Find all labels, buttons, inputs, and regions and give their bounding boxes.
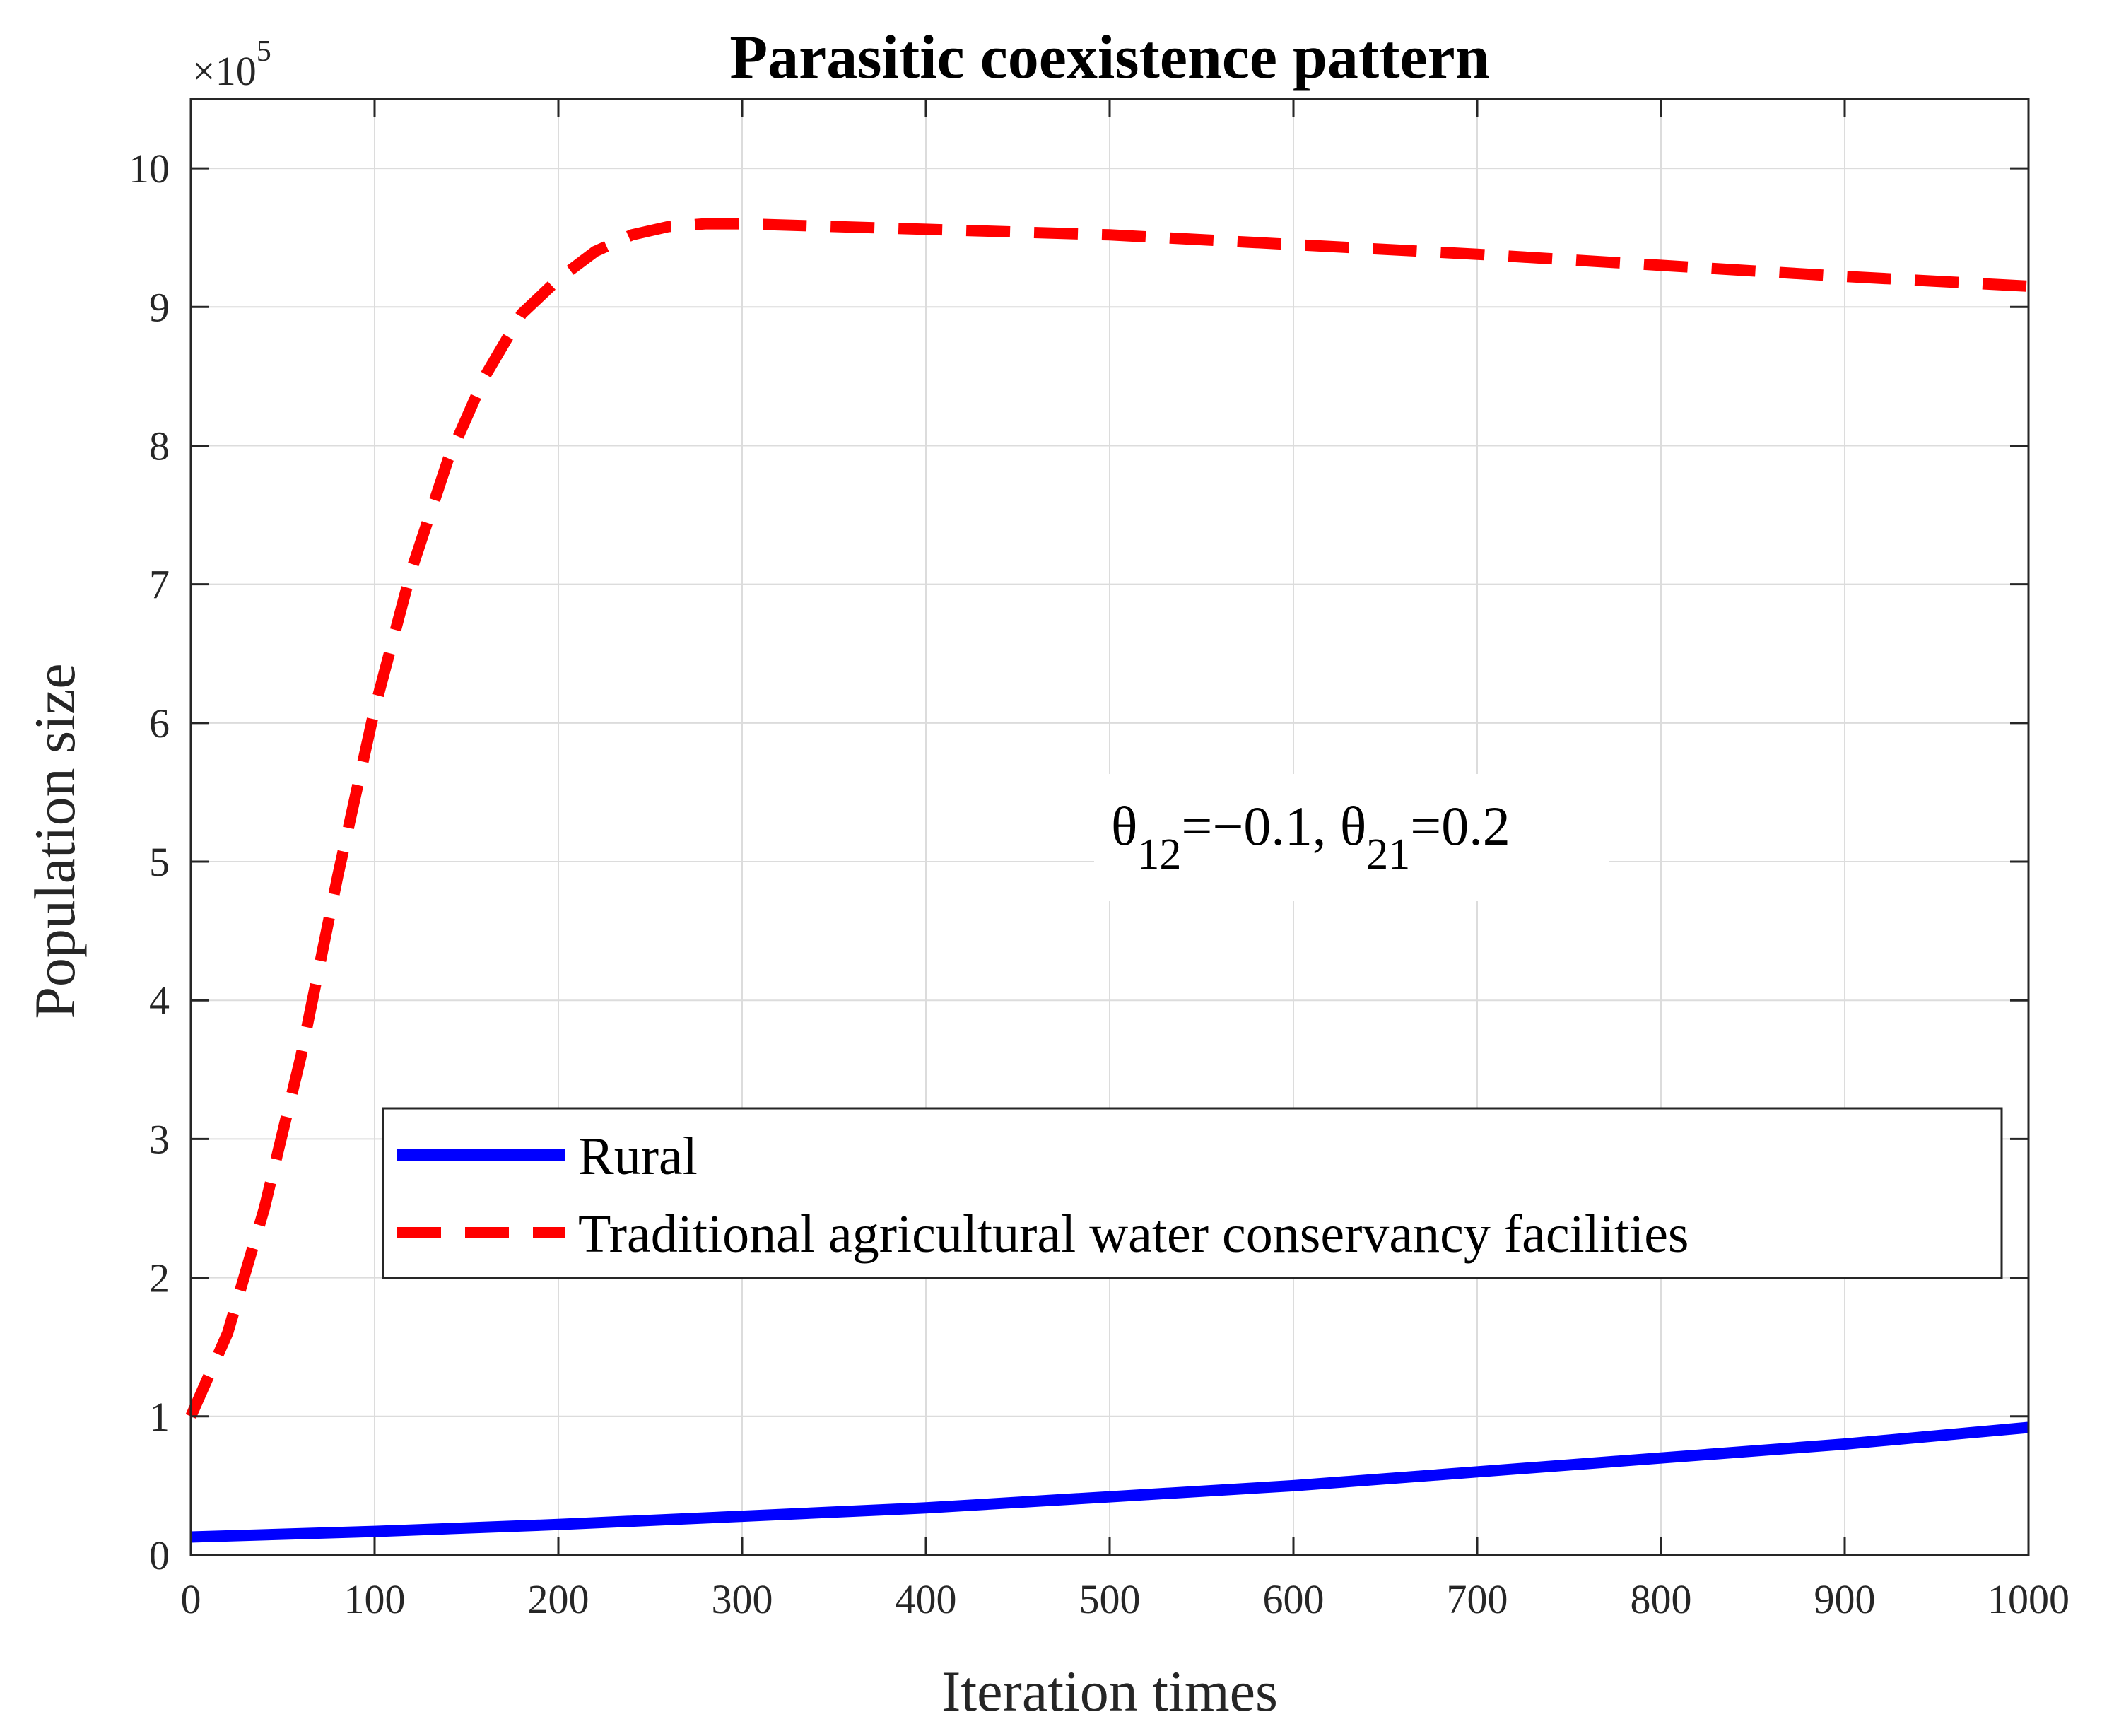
y-tick-label: 2 (149, 1255, 170, 1301)
y-tick-label: 5 (149, 839, 170, 885)
x-tick-label: 700 (1447, 1576, 1508, 1622)
x-axis-label: Iteration times (941, 1659, 1278, 1723)
y-tick-label: 7 (149, 562, 170, 608)
legend-label-rural: Rural (578, 1127, 698, 1186)
y-tick-label: 0 (149, 1532, 170, 1578)
y-tick-label: 8 (149, 423, 170, 469)
legend: Rural Traditional agricultural water con… (382, 1107, 2003, 1279)
legend-label-facilities: Traditional agricultural water conservan… (578, 1204, 1689, 1264)
y-tick-label: 9 (149, 284, 170, 330)
annotation-eq-1: =−0.1, (1181, 795, 1339, 857)
y-tick-label: 4 (149, 978, 170, 1024)
x-tick-label: 1000 (1987, 1576, 2069, 1622)
x-tick-label: 900 (1814, 1576, 1876, 1622)
series-layer (185, 218, 2029, 1543)
annotation-theta-1: θ (1111, 795, 1137, 857)
x-tick-label: 400 (896, 1576, 957, 1622)
x-tick-label: 100 (344, 1576, 406, 1622)
y-exponent: ×105 (192, 35, 271, 94)
annotation-eq-2: =0.2 (1410, 795, 1510, 857)
y-tick-label: 3 (149, 1116, 170, 1162)
y-tick-label: 1 (149, 1394, 170, 1440)
annotation-sub-1: 12 (1137, 831, 1181, 879)
annotation-background (1094, 774, 1609, 901)
legend-box (382, 1107, 2003, 1279)
x-tick-label: 500 (1079, 1576, 1141, 1622)
x-tick-label: 200 (528, 1576, 589, 1622)
annotation-theta-2: θ (1340, 795, 1366, 857)
y-tick-label: 10 (129, 146, 170, 192)
annotation-text: θ12=−0.1, θ21=0.2 (1111, 795, 1510, 879)
x-tick-label: 300 (712, 1576, 773, 1622)
y-exponent-base: ×10 (192, 48, 257, 94)
ticks: 0 100 200 300 400 500 600 700 800 900 100001234567… (129, 99, 2069, 1622)
x-tick-label: 800 (1631, 1576, 1692, 1622)
chart-title: Parasitic coexistence pattern (729, 23, 1489, 92)
x-tick-label: 0 (181, 1576, 201, 1622)
x-tick-label: 600 (1263, 1576, 1325, 1622)
y-tick-label: 6 (149, 700, 170, 746)
series-line-rural (190, 1421, 2029, 1543)
series-line-facilities (185, 218, 2029, 1419)
y-axis-label: Population size (23, 663, 87, 1019)
y-exponent-power: 5 (257, 35, 271, 68)
annotation-sub-2: 21 (1366, 831, 1410, 879)
